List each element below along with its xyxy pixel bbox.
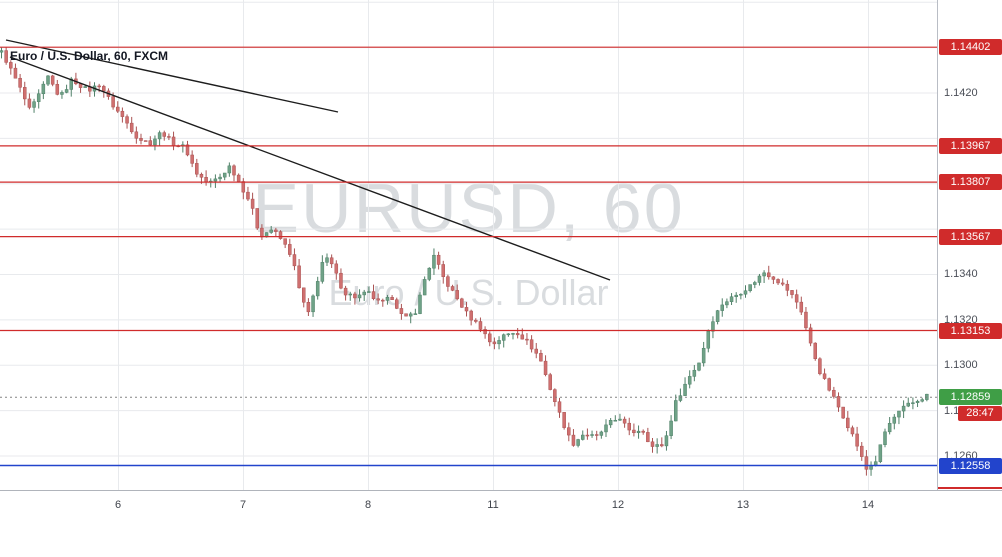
price-badge-support: 1.12558 [939,457,1002,474]
price-tick-label: 1.1340 [944,268,978,281]
price-badge-resistance: 1.13967 [939,137,1002,154]
price-tick-label: 1.1300 [944,359,978,372]
time-tick-label: 6 [114,499,122,511]
time-tick-label: 13 [736,499,750,511]
price-tick-label: 1.1420 [944,87,978,99]
time-tick-label: 12 [611,499,625,511]
price-badge-resistance: 1.13153 [939,322,1002,339]
time-tick-label: 8 [364,499,372,511]
bar-countdown-badge: 28:47 [958,406,1002,422]
candlestick-canvas[interactable] [0,0,937,490]
price-chart[interactable]: EURUSD, 60 Euro / U.S. Dollar Euro / U.S… [0,0,937,490]
time-tick-label: 7 [239,499,247,511]
time-axis[interactable]: 6 7 8 11 12 13 14 [0,490,1002,523]
price-badge-resistance: 1.14402 [939,39,1002,56]
cutoff-level-marker [938,487,1002,489]
time-tick-label: 11 [487,499,499,511]
price-badge-resistance: 1.13807 [939,174,1002,191]
price-badge-current: 1.12859 [939,389,1002,406]
price-badge-resistance: 1.13567 [939,228,1002,245]
symbol-title: Euro / U.S. Dollar, 60, FXCM [10,49,169,63]
price-axis[interactable]: 1.14201.13401.13201.13001.12801.12601.14… [937,0,1002,522]
time-tick-label: 14 [861,499,875,511]
